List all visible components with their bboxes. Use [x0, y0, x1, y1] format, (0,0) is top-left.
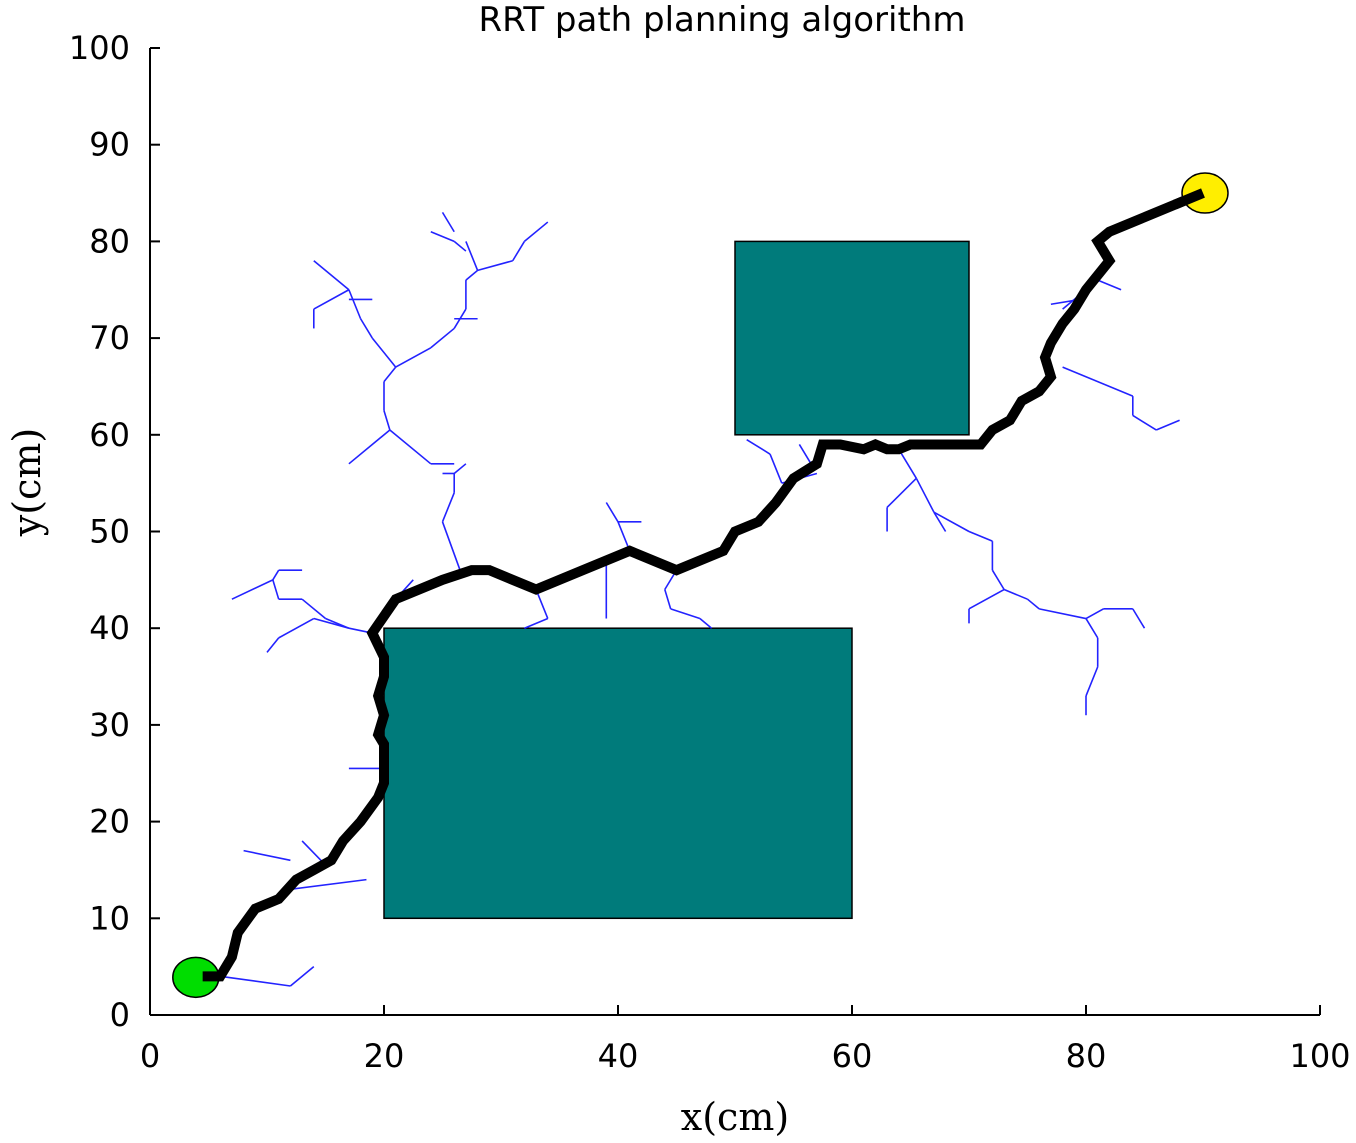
tree-edge — [348, 289, 362, 320]
tree-edge — [1155, 419, 1180, 431]
tree-edge — [1062, 366, 1134, 397]
tree-edge — [243, 849, 291, 862]
tree-edge — [968, 530, 993, 542]
tree-edge — [1039, 608, 1087, 620]
tree-edge — [465, 241, 479, 271]
tree-edge — [898, 448, 918, 479]
tree-edge — [453, 463, 467, 475]
tree-edge — [1097, 279, 1122, 291]
endpoint-markers — [172, 172, 1229, 999]
tree-edge — [272, 569, 280, 581]
tree-edge — [933, 511, 970, 533]
path-line — [202, 188, 1205, 982]
tree-edge — [617, 521, 631, 552]
tree-edge — [798, 444, 812, 465]
tree-edge — [301, 598, 327, 620]
tree-edge — [313, 289, 350, 310]
tree-edge — [389, 429, 432, 465]
tree-edge — [371, 337, 397, 368]
tree-edge — [746, 438, 771, 455]
tree-edge — [477, 259, 513, 272]
tree-edge — [769, 453, 783, 484]
tree-edge — [524, 617, 549, 629]
x-axis-ticks: 0 20 40 60 80 100 — [140, 1005, 1351, 1075]
tree-edge — [441, 521, 461, 571]
tree-edge — [1026, 598, 1040, 610]
tree-edge — [1132, 414, 1157, 431]
tree-edge — [325, 617, 350, 629]
tree-edge — [359, 318, 373, 339]
x-tick-label: 20 — [364, 1037, 405, 1075]
tree-edge — [523, 221, 549, 243]
y-axis-label: y(cm) — [5, 428, 49, 537]
tree-edge — [395, 347, 432, 368]
y-tick-label: 100 — [69, 29, 130, 67]
y-tick-label: 20 — [89, 803, 130, 841]
chart-title: RRT path planning algorithm — [479, 0, 966, 40]
y-tick-label: 0 — [110, 996, 130, 1034]
tree-edge — [1085, 608, 1104, 620]
x-axis-label: x(cm) — [681, 1095, 789, 1139]
tree-edge — [1085, 618, 1099, 639]
x-tick-label: 100 — [1289, 1037, 1350, 1075]
tree-edge — [348, 429, 391, 465]
rrt-tree — [220, 211, 1180, 987]
tree-edge — [968, 588, 1005, 610]
tree-edge — [1132, 608, 1146, 629]
tree-edge — [605, 502, 619, 523]
tree-edge — [383, 410, 391, 431]
y-tick-label: 40 — [89, 609, 130, 647]
tree-edge — [535, 589, 549, 619]
tree-edge — [1003, 588, 1028, 600]
tree-edge — [430, 327, 455, 349]
tree-edge — [278, 617, 315, 639]
tree-edge — [915, 477, 935, 513]
tree-edge — [272, 579, 280, 600]
y-tick-label: 10 — [89, 899, 130, 937]
tree-edge — [886, 477, 917, 508]
tree-edge — [441, 492, 455, 523]
tree-edge — [664, 589, 672, 610]
y-axis-ticks: 0 10 20 30 40 50 60 70 80 90 100 — [69, 29, 160, 1034]
tree-edge — [512, 240, 526, 262]
x-tick-label: 0 — [140, 1037, 160, 1075]
tree-edge — [313, 260, 350, 291]
planned-path — [202, 188, 1205, 982]
tree-edge — [670, 608, 701, 620]
y-tick-label: 70 — [89, 319, 130, 357]
tree-edge — [383, 366, 397, 383]
y-tick-label: 50 — [89, 513, 130, 551]
tree-edge — [430, 230, 455, 243]
tree-edge — [453, 240, 467, 252]
path-end-segment — [1173, 188, 1205, 210]
tree-edge — [290, 878, 367, 891]
tree-edge — [465, 269, 479, 281]
tree-edge — [933, 511, 947, 532]
obstacle-1 — [383, 627, 853, 920]
tree-edge — [266, 637, 280, 653]
tree-edge — [231, 579, 274, 600]
x-tick-label: 80 — [1066, 1037, 1107, 1075]
tree-edge — [220, 975, 291, 987]
tree-edge — [991, 569, 1005, 590]
tree-edge — [441, 211, 455, 233]
obstacle-2 — [734, 240, 970, 436]
tree-edge — [289, 966, 315, 987]
obstacle-layer — [383, 240, 970, 920]
tree-edge — [1085, 666, 1099, 697]
y-tick-label: 90 — [89, 126, 130, 164]
goal-point — [1181, 172, 1229, 214]
x-tick-label: 40 — [598, 1037, 639, 1075]
y-tick-label: 60 — [89, 416, 130, 454]
y-tick-label: 80 — [89, 222, 130, 260]
tree-edge — [699, 617, 713, 629]
x-tick-label: 60 — [832, 1037, 873, 1075]
y-tick-label: 30 — [89, 706, 130, 744]
